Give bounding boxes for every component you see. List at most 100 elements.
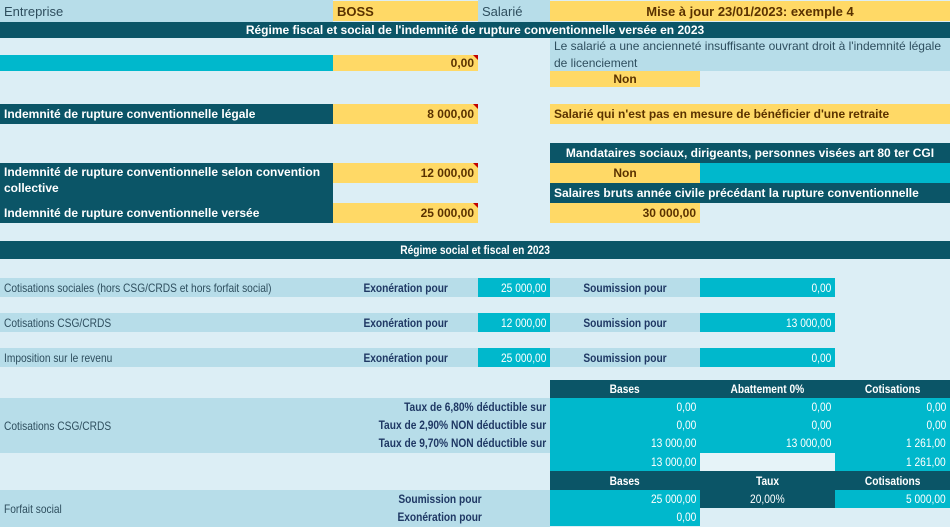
cell-text: 0,00 <box>926 418 946 432</box>
header-text: Bases <box>609 473 641 488</box>
header-text: Bases <box>609 382 641 396</box>
cyan-bar <box>0 55 333 71</box>
cell-text: 13 000,00 <box>785 436 831 450</box>
soumission-label-text: Soumission pour <box>583 280 667 295</box>
regime-row-label-text: Imposition sur le revenu <box>4 350 113 365</box>
salaires-label: Salaires bruts année civile précédant la… <box>550 183 950 203</box>
forfait-soumission-base: 25 000,00 <box>550 490 700 508</box>
soumission-value-text: 0,00 <box>811 280 831 295</box>
convention-input[interactable]: 12 000,00 <box>333 163 478 183</box>
forfait-label-text: Forfait social <box>4 501 62 516</box>
exoneration-value-text: 25 000,00 <box>500 280 546 295</box>
csg-label-text: Cotisations CSG/CRDS <box>4 418 112 433</box>
cell-text: 0,00 <box>676 418 696 432</box>
cell-text: 0,00 <box>926 400 946 414</box>
exoneration-label: Exonération pour <box>333 278 478 297</box>
header-text: Cotisations <box>864 473 921 488</box>
soumission-value: 0,00 <box>700 278 835 297</box>
csg-abattement: 0,00 <box>700 416 835 434</box>
salaires-input[interactable]: 30 000,00 <box>550 203 700 223</box>
cell-text: 5 000,00 <box>906 492 946 506</box>
csg-rate-label: Taux de 6,80% déductible sur <box>300 398 550 416</box>
cell-text: 25 000,00 <box>650 492 696 506</box>
csg-base: 0,00 <box>550 416 700 434</box>
anciennete-dropdown[interactable]: Non <box>550 71 700 87</box>
csg-header-abattement: Abattement 0% <box>700 380 835 398</box>
cell-text: 0,00 <box>676 400 696 414</box>
csg-cotisation: 0,00 <box>835 398 950 416</box>
cell-text: 1 261,00 <box>906 436 946 450</box>
exoneration-value: 12 000,00 <box>478 313 550 332</box>
cell-text: 20,00% <box>750 492 785 506</box>
csg-base: 13 000,00 <box>550 434 700 452</box>
regime-row-label-text: Cotisations CSG/CRDS <box>4 315 112 330</box>
csg-header-cotisations: Cotisations <box>835 380 950 398</box>
mandataires-label: Mandataires sociaux, dirigeants, personn… <box>550 143 950 163</box>
csg-base: 0,00 <box>550 398 700 416</box>
regime-row-label: Imposition sur le revenu <box>0 348 333 367</box>
forfait-header-taux: Taux <box>700 471 835 490</box>
regime-row-label: Cotisations sociales (hors CSG/CRDS et h… <box>0 278 333 297</box>
soumission-value: 13 000,00 <box>700 313 835 332</box>
header-text: Abattement 0% <box>730 382 805 396</box>
csg-total-base: 13 000,00 <box>550 453 700 471</box>
csg-total-cotisation: 1 261,00 <box>835 453 950 471</box>
regime-row-label: Cotisations CSG/CRDS <box>0 313 333 332</box>
soumission-label-text: Soumission pour <box>583 315 667 330</box>
legale-input[interactable]: 8 000,00 <box>333 104 478 124</box>
entreprise-label: Entreprise <box>0 0 333 22</box>
cell-text: Soumission pour <box>398 492 482 506</box>
exoneration-value: 25 000,00 <box>478 278 550 297</box>
section2-title-text: Régime social et fiscal en 2023 <box>400 243 550 257</box>
exoneration-label-text: Exonération pour <box>363 280 448 295</box>
soumission-value-text: 0,00 <box>811 350 831 365</box>
forfait-exoneration-label: Exonération pour <box>360 508 520 526</box>
exoneration-label: Exonération pour <box>333 348 478 367</box>
forfait-header-bases: Bases <box>550 471 700 490</box>
cell-text: 0,00 <box>811 400 831 414</box>
cell-text: 0,00 <box>811 418 831 432</box>
csg-rate-label-text: Taux de 6,80% déductible sur <box>403 400 546 414</box>
forfait-cotisation: 5 000,00 <box>835 490 950 508</box>
exoneration-label-text: Exonération pour <box>363 350 448 365</box>
soumission-value-text: 13 000,00 <box>785 315 831 330</box>
csg-abattement: 13 000,00 <box>700 434 835 452</box>
section1-title: Régime fiscal et social de l'indemnité d… <box>0 22 950 38</box>
retraite-dropdown[interactable]: Salarié qui n'est pas en mesure de bénéf… <box>550 104 950 124</box>
exoneration-label-text: Exonération pour <box>363 315 448 330</box>
soumission-label: Soumission pour <box>550 348 700 367</box>
cell-text: 13 000,00 <box>650 455 696 469</box>
entreprise-input[interactable]: BOSS <box>333 1 478 21</box>
cell-text: 1 261,00 <box>906 455 946 469</box>
first-value-input[interactable]: 0,00 <box>333 55 478 71</box>
versee-label: Indemnité de rupture conventionnelle ver… <box>0 203 333 223</box>
csg-abattement: 0,00 <box>700 398 835 416</box>
csg-rate-label-text: Taux de 2,90% NON déductible sur <box>378 418 546 432</box>
exoneration-value-text: 12 000,00 <box>500 315 546 330</box>
forfait-header-cotisations: Cotisations <box>835 471 950 490</box>
mandataires-dropdown[interactable]: Non <box>550 163 700 183</box>
empty-cell <box>700 453 835 471</box>
anciennete-question: Le salarié a une ancienneté insuffisante… <box>550 38 950 71</box>
exoneration-value: 25 000,00 <box>478 348 550 367</box>
regime-row-label-text: Cotisations sociales (hors CSG/CRDS et h… <box>4 280 272 295</box>
soumission-label: Soumission pour <box>550 278 700 297</box>
forfait-taux: 20,00% <box>700 490 835 508</box>
forfait-section-label: Forfait social <box>0 490 550 527</box>
convention-label: Indemnité de rupture conventionnelle sel… <box>0 163 333 203</box>
cell-text: 0,00 <box>676 510 696 524</box>
csg-rate-label-text: Taux de 9,70% NON déductible sur <box>378 436 546 450</box>
soumission-label-text: Soumission pour <box>583 350 667 365</box>
legale-label: Indemnité de rupture conventionnelle lég… <box>0 104 333 124</box>
header-text: Taux <box>755 473 780 488</box>
csg-rate-label: Taux de 9,70% NON déductible sur <box>300 434 550 452</box>
csg-section-label: Cotisations CSG/CRDS <box>0 398 550 453</box>
csg-header-bases: Bases <box>550 380 700 398</box>
csg-cotisation: 0,00 <box>835 416 950 434</box>
csg-cotisation: 1 261,00 <box>835 434 950 452</box>
salarie-label: Salarié <box>478 0 550 22</box>
csg-rate-label: Taux de 2,90% NON déductible sur <box>300 416 550 434</box>
exoneration-label: Exonération pour <box>333 313 478 332</box>
cell-text: 13 000,00 <box>650 436 696 450</box>
versee-input[interactable]: 25 000,00 <box>333 203 478 223</box>
